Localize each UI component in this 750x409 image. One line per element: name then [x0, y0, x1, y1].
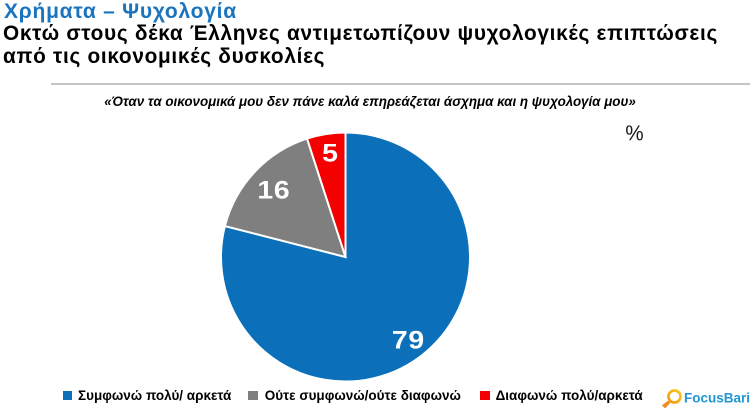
svg-text:FocusBari: FocusBari: [684, 391, 750, 406]
